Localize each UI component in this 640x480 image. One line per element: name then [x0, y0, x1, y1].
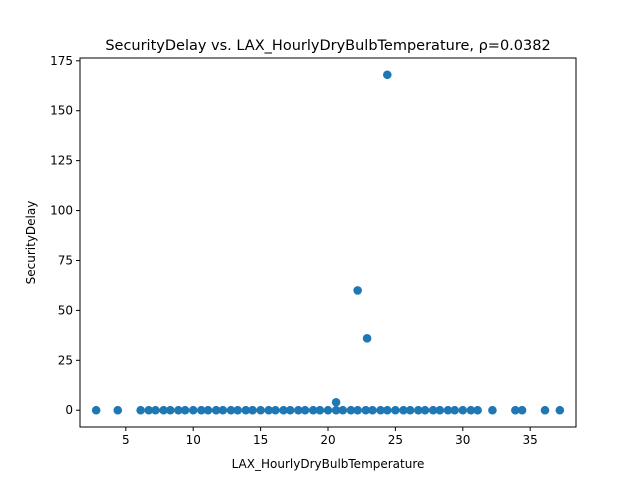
data-point — [91, 405, 101, 415]
data-point — [473, 405, 482, 415]
data-point — [353, 405, 362, 415]
data-point — [399, 405, 408, 415]
chart-title: SecurityDelay vs. LAX_HourlyDryBulbTempe… — [105, 38, 550, 54]
data-point — [323, 405, 333, 415]
data-point — [331, 405, 341, 415]
data-point — [428, 405, 438, 415]
y-tick-label: 100 — [50, 204, 73, 218]
data-point — [294, 405, 303, 415]
data-point — [226, 405, 236, 415]
data-point — [338, 405, 348, 415]
data-point — [218, 405, 228, 415]
data-point — [362, 334, 372, 343]
x-tick-label: 35 — [523, 433, 538, 447]
data-point — [488, 405, 497, 415]
data-point — [113, 405, 123, 415]
data-point — [180, 405, 190, 415]
y-tick-label: 125 — [50, 154, 73, 168]
data-point — [435, 405, 445, 415]
data-point — [391, 405, 400, 415]
data-point — [144, 405, 154, 415]
data-point — [443, 405, 453, 415]
x-tick-label: 5 — [122, 433, 130, 447]
data-point — [466, 405, 476, 415]
y-tick-label: 50 — [58, 303, 73, 317]
y-tick-label: 150 — [50, 104, 73, 118]
data-point — [517, 405, 527, 415]
data-point — [241, 405, 251, 415]
data-point — [361, 405, 371, 415]
y-tick-label: 0 — [65, 403, 73, 417]
data-point — [450, 405, 460, 415]
data-point — [353, 286, 362, 295]
x-tick-label: 30 — [455, 433, 470, 447]
data-point — [264, 405, 274, 415]
points-layer — [91, 70, 565, 415]
data-point — [376, 405, 385, 415]
data-point — [159, 405, 168, 415]
data-point — [203, 405, 213, 415]
data-point — [540, 405, 550, 415]
data-point — [555, 405, 565, 415]
data-point — [285, 405, 295, 415]
data-point — [414, 405, 423, 415]
y-tick-label: 75 — [58, 253, 73, 267]
data-point — [383, 70, 392, 80]
data-point — [233, 405, 242, 415]
data-point — [174, 405, 183, 415]
data-point — [368, 405, 377, 415]
data-point — [346, 405, 356, 415]
data-point — [420, 405, 430, 415]
data-point — [188, 405, 198, 415]
data-point — [405, 405, 415, 415]
x-tick-label: 10 — [186, 433, 201, 447]
data-point — [300, 405, 310, 415]
data-point — [315, 405, 325, 415]
x-tick-label: 20 — [320, 433, 335, 447]
data-point — [308, 405, 318, 415]
data-point — [151, 405, 160, 415]
data-point — [248, 405, 257, 415]
data-point — [256, 405, 265, 415]
data-point — [458, 405, 468, 415]
data-point — [211, 405, 221, 415]
y-axis: 0 25 50 75 100 125 150 175 — [50, 54, 80, 417]
x-tick-label: 15 — [253, 433, 268, 447]
data-point — [271, 405, 280, 415]
y-tick-label: 175 — [50, 54, 73, 68]
x-axis: 5 10 15 20 25 30 35 — [122, 427, 538, 447]
data-point — [279, 405, 288, 415]
data-point — [383, 405, 392, 415]
x-tick-label: 25 — [388, 433, 403, 447]
data-point — [331, 397, 341, 407]
data-point — [166, 405, 175, 415]
y-axis-label: SecurityDelay — [24, 201, 38, 285]
y-tick-label: 25 — [58, 353, 73, 367]
data-point — [136, 405, 145, 415]
data-point — [197, 405, 206, 415]
data-point — [511, 405, 520, 415]
x-axis-label: LAX_HourlyDryBulbTemperature — [232, 457, 425, 471]
